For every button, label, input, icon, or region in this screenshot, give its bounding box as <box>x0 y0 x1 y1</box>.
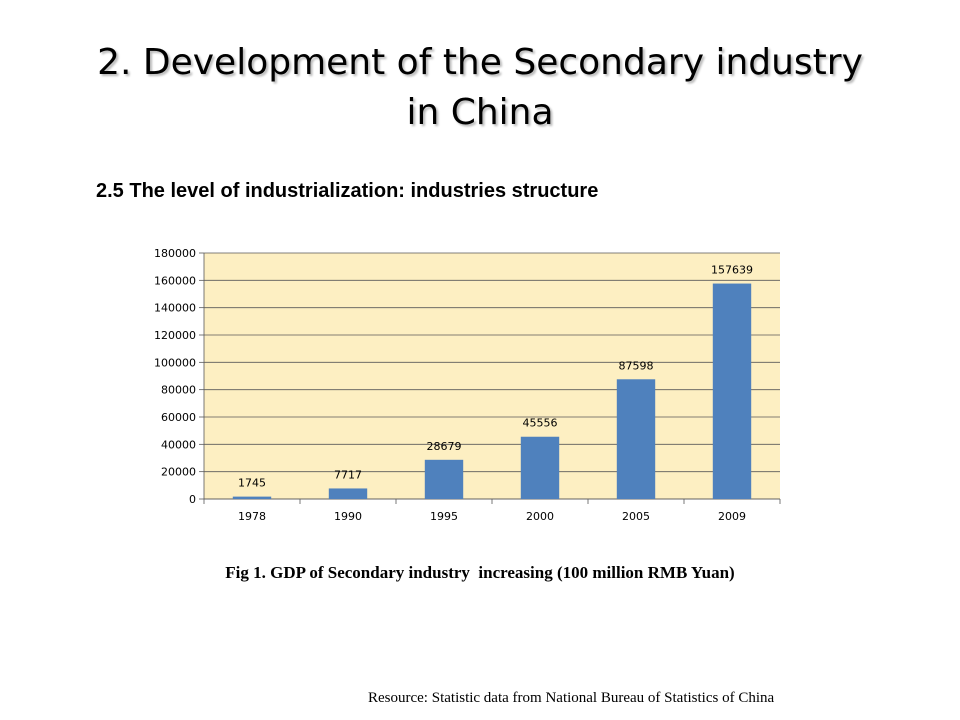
bar <box>328 488 368 499</box>
x-tick-label: 2000 <box>526 510 554 523</box>
y-tick-label: 60000 <box>161 411 196 424</box>
x-tick-label: 1995 <box>430 510 458 523</box>
x-tick-label: 2005 <box>622 510 650 523</box>
slide-title: 2. Development of the Secondary industry… <box>40 38 920 138</box>
data-label: 28679 <box>427 440 462 453</box>
bar <box>232 496 272 499</box>
data-label: 1745 <box>238 477 266 490</box>
slide-title-line-1: 2. Development of the Secondary industry <box>97 42 863 83</box>
data-label: 87598 <box>619 359 654 372</box>
y-tick-label: 120000 <box>154 329 196 342</box>
y-tick-label: 20000 <box>161 466 196 479</box>
x-tick-label: 2009 <box>718 510 746 523</box>
y-tick-label: 40000 <box>161 438 196 451</box>
figure-caption: Fig 1. GDP of Secondary industry increas… <box>225 563 735 582</box>
source-note: Resource: Statistic data from National B… <box>368 690 775 706</box>
y-tick-label: 180000 <box>154 247 196 260</box>
x-tick-label: 1978 <box>238 510 266 523</box>
x-tick-label: 1990 <box>334 510 362 523</box>
y-tick-label: 160000 <box>154 274 196 287</box>
data-label: 45556 <box>523 417 558 430</box>
data-label: 7717 <box>334 468 362 481</box>
slide-title-line-2: in China <box>406 92 554 133</box>
bar <box>520 436 560 499</box>
bar <box>424 459 464 499</box>
data-label: 157639 <box>711 264 753 277</box>
plot-area <box>204 253 780 499</box>
bar <box>712 283 752 499</box>
y-tick-label: 100000 <box>154 356 196 369</box>
bar-chart: 0 20000 40000 60000 80000 100000 120000 140000 1… <box>154 247 781 523</box>
y-tick-label: 0 <box>189 493 196 506</box>
y-tick-label: 140000 <box>154 302 196 315</box>
section-subtitle: 2.5 The level of industrialization: indu… <box>96 180 599 202</box>
bar <box>616 379 656 499</box>
y-tick-label: 80000 <box>161 384 196 397</box>
